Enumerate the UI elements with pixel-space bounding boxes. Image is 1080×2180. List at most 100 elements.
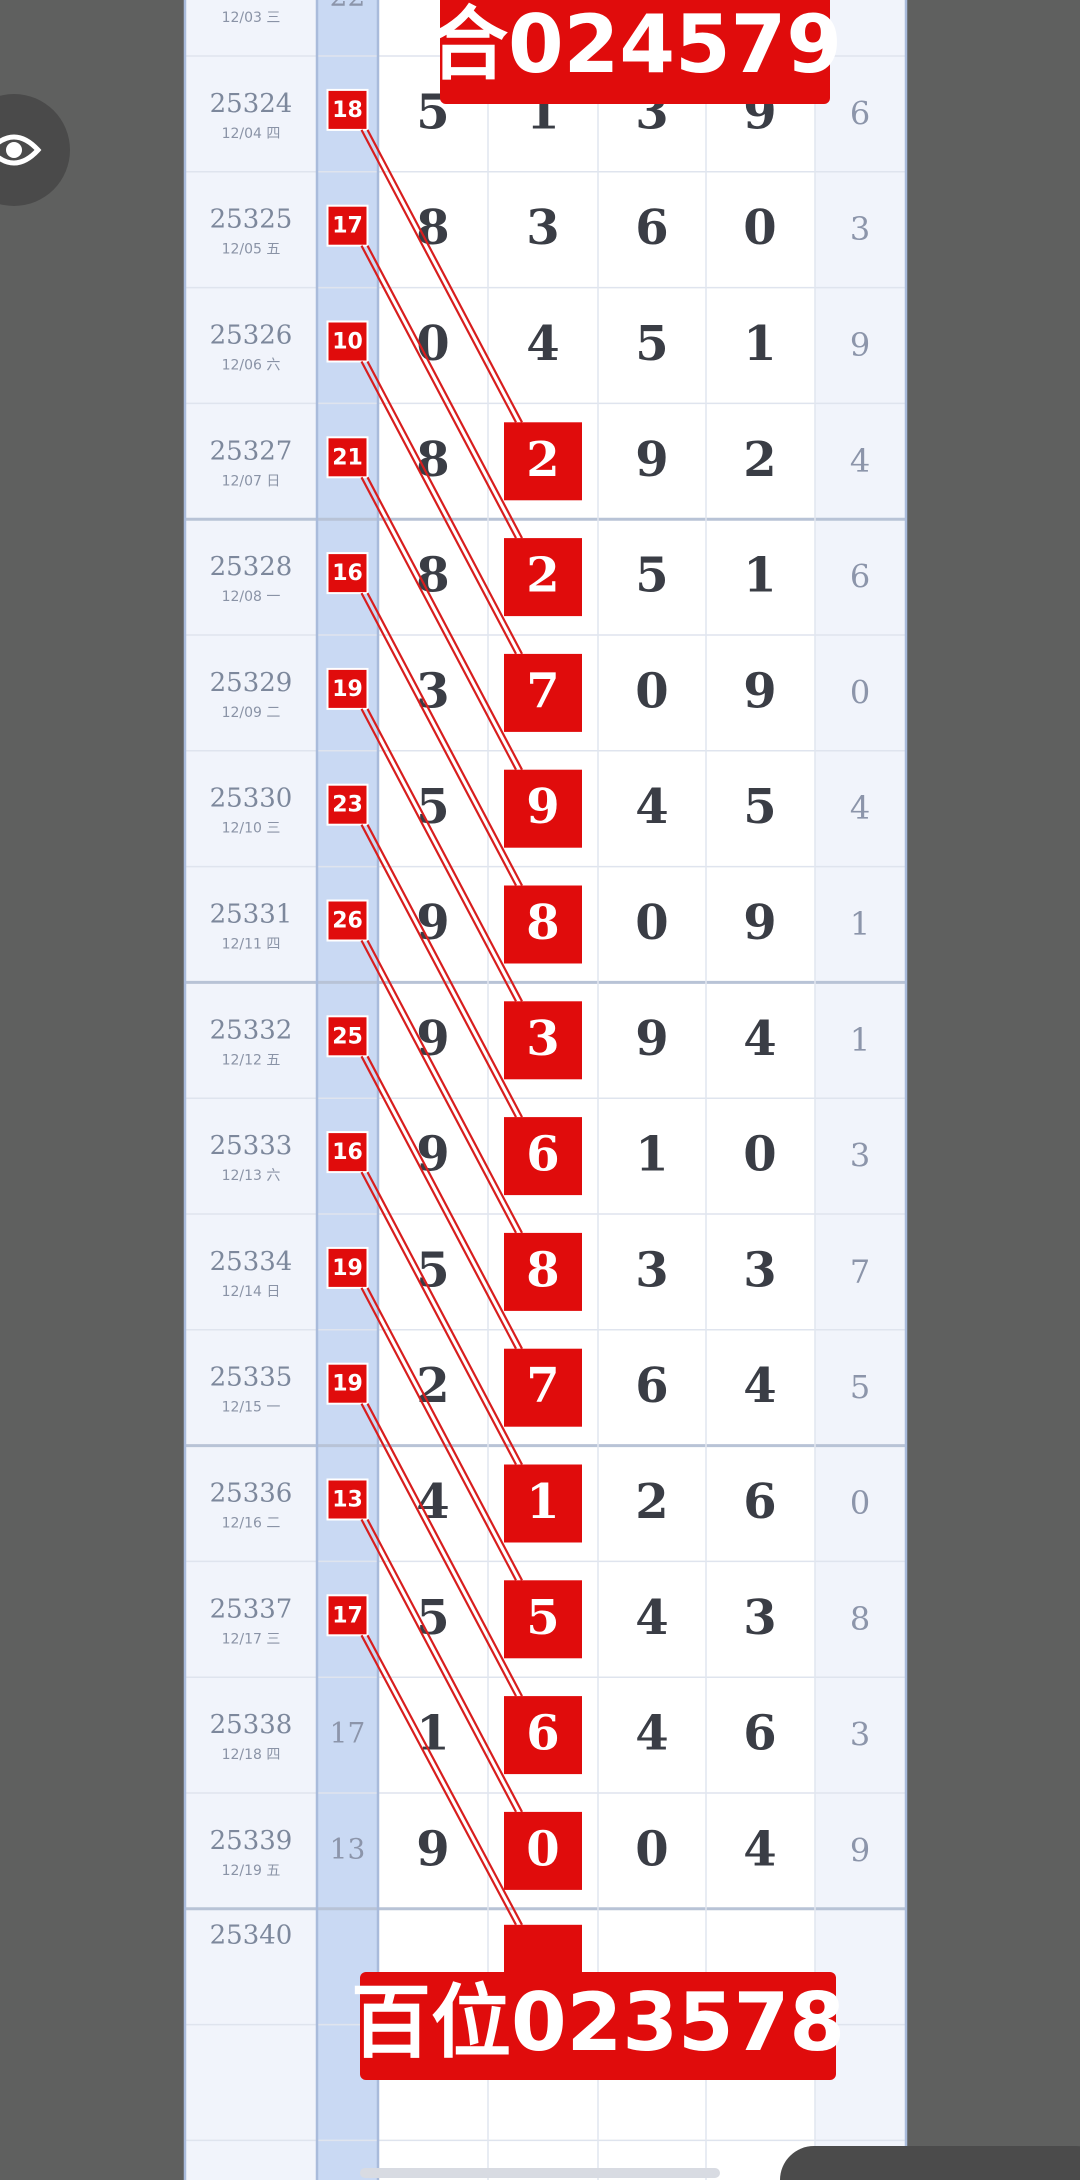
digit: 6 xyxy=(526,1706,559,1762)
sum-badge xyxy=(326,320,369,363)
span-value: 9 xyxy=(850,1831,870,1869)
digit: 7 xyxy=(526,1358,559,1414)
digit: 5 xyxy=(416,1590,449,1646)
issue-number: 25329 xyxy=(210,668,293,698)
span-value: 6 xyxy=(850,558,870,596)
digit: 9 xyxy=(416,895,449,951)
connector-line xyxy=(360,939,517,1234)
span-value: 3 xyxy=(850,1716,870,1754)
digit: 1 xyxy=(416,1706,449,1762)
issue-number: 25340 xyxy=(210,1921,293,1951)
sum-value: 26 xyxy=(332,909,363,934)
digit: 2 xyxy=(635,1474,668,1530)
hit-box xyxy=(504,653,582,732)
sum-badge xyxy=(326,783,369,826)
issue-number: 25338 xyxy=(210,1710,293,1740)
draw-date: 12/10 三 xyxy=(222,821,281,837)
digit: 0 xyxy=(635,895,668,951)
digit: 1 xyxy=(526,1474,559,1530)
digit: 5 xyxy=(526,1590,559,1646)
digit: 5 xyxy=(416,1242,449,1298)
digit: 3 xyxy=(743,1590,776,1646)
digit: 9 xyxy=(743,895,776,951)
sum-value: 16 xyxy=(332,561,363,586)
digit: 9 xyxy=(416,1821,449,1877)
sum-value: 22 xyxy=(330,0,366,13)
digit: 8 xyxy=(416,548,449,604)
connector-line xyxy=(360,1055,517,1350)
span-column xyxy=(815,0,906,2180)
digit: 1 xyxy=(635,1127,668,1183)
digit: 0 xyxy=(743,1127,776,1183)
sum-value: 19 xyxy=(332,1372,363,1397)
draw-date: 12/17 三 xyxy=(222,1631,281,1647)
eye-pupil[interactable] xyxy=(6,142,22,158)
connector-line xyxy=(366,592,523,887)
header-banner: 合024579 xyxy=(428,0,842,91)
digit: 7 xyxy=(526,663,559,719)
sum-value: 18 xyxy=(332,98,363,123)
connector-line xyxy=(360,129,517,423)
connector-line xyxy=(366,245,523,539)
digit: 4 xyxy=(743,1358,776,1414)
sum-value: 16 xyxy=(332,1140,363,1165)
header-banner-bg xyxy=(440,0,830,104)
digit: 0 xyxy=(416,316,449,372)
digit: 8 xyxy=(416,200,449,256)
digit: 6 xyxy=(743,1706,776,1762)
draw-date: 12/03 三 xyxy=(222,10,281,26)
span-value: 7 xyxy=(850,1252,870,1290)
digit: 4 xyxy=(743,1821,776,1877)
draw-date: 12/12 五 xyxy=(222,1052,281,1068)
hit-box xyxy=(504,538,582,617)
digit: 5 xyxy=(416,779,449,835)
issue-number: 25335 xyxy=(210,1363,293,1393)
connector-line xyxy=(366,1055,523,1350)
digit: 1 xyxy=(743,316,776,372)
sum-badge xyxy=(326,1246,369,1289)
digit: 8 xyxy=(526,895,559,951)
sum-value: 19 xyxy=(332,677,363,702)
sum-value: 13 xyxy=(332,1488,363,1513)
sum-badge xyxy=(326,1015,369,1058)
draw-date: 12/06 六 xyxy=(222,358,281,374)
hit-box xyxy=(504,1001,582,1080)
sum-badge xyxy=(326,1131,369,1174)
digit: 0 xyxy=(635,663,668,719)
hit-box xyxy=(504,422,582,501)
sum-value: 25 xyxy=(332,1024,363,1049)
connector-line xyxy=(360,1403,517,1697)
digit: 5 xyxy=(743,779,776,835)
hit-box xyxy=(504,885,582,964)
issue-number: 25332 xyxy=(210,1015,293,1045)
eye-button[interactable] xyxy=(0,94,70,206)
connector-line xyxy=(366,1634,523,1926)
digit: 0 xyxy=(743,200,776,256)
span-value: 1 xyxy=(850,905,870,943)
sum-value: 17 xyxy=(332,1603,363,1628)
issue-number: 25330 xyxy=(210,784,293,814)
digit: 4 xyxy=(743,1011,776,1067)
digit: 6 xyxy=(635,200,668,256)
connector-line xyxy=(360,824,517,1118)
hit-box xyxy=(504,1348,582,1427)
span-value: 6 xyxy=(850,94,870,132)
connector-line xyxy=(366,476,523,771)
issue-number: 25326 xyxy=(210,321,293,351)
sum-badge xyxy=(326,552,369,595)
eye-icon[interactable] xyxy=(0,134,42,166)
issue-number: 25325 xyxy=(210,205,293,235)
digit: 4 xyxy=(635,1590,668,1646)
footer-banner-bg xyxy=(360,1972,836,2080)
digit: 3 xyxy=(635,1242,668,1298)
sum-badge xyxy=(326,1362,369,1405)
span-value: 3 xyxy=(850,1137,870,1175)
connector-line xyxy=(360,1287,517,1581)
digit: 9 xyxy=(416,1011,449,1067)
digit: 5 xyxy=(635,316,668,372)
digit: 3 xyxy=(526,200,559,256)
issue-number: 25336 xyxy=(210,1479,293,1509)
connector-line xyxy=(360,245,517,539)
floating-panel[interactable] xyxy=(780,2146,1080,2180)
draw-date: 12/09 二 xyxy=(222,705,281,721)
